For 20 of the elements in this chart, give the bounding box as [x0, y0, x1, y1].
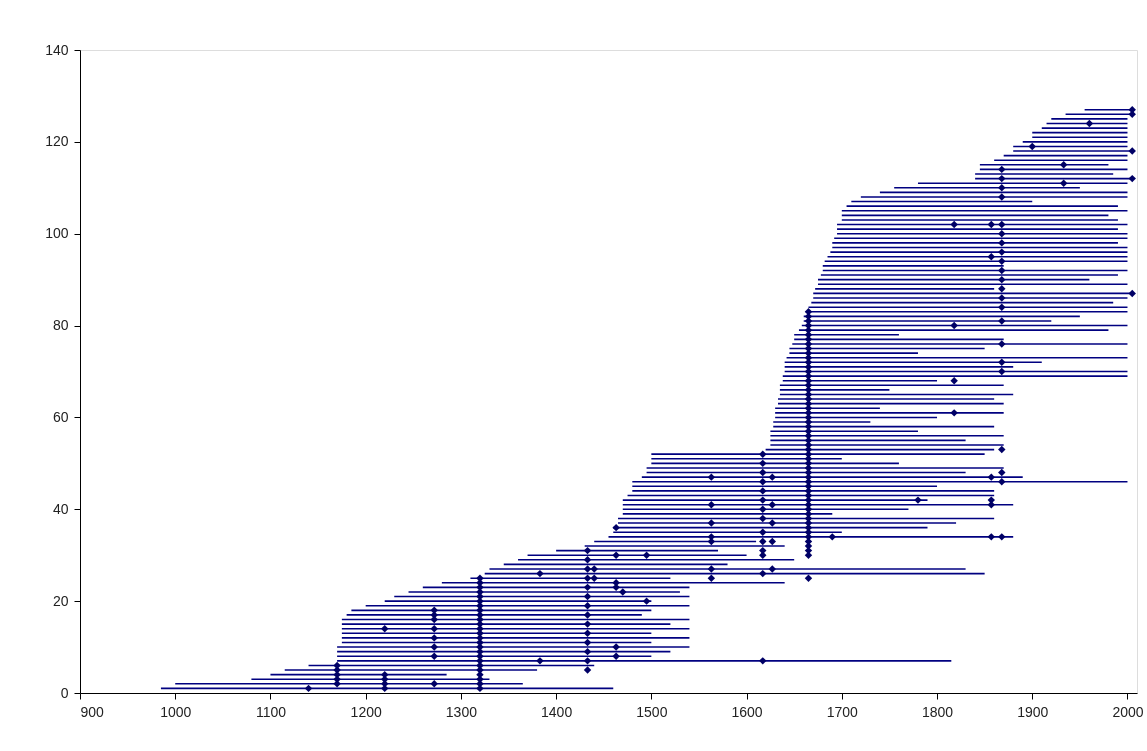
y-tick-label: 20: [52, 592, 69, 609]
y-tick-label: 60: [52, 408, 69, 425]
x-tick-label: 1000: [160, 703, 192, 720]
y-tick-label: 0: [60, 684, 69, 701]
x-tick-label: 1300: [445, 703, 478, 720]
x-tick-label: 1100: [255, 703, 287, 720]
y-tick-label: 120: [45, 133, 69, 150]
x-tick-label: 1400: [541, 703, 573, 720]
x-tick-label: 1200: [350, 703, 382, 720]
y-tick-label: 100: [45, 225, 69, 242]
x-tick-label: 900: [80, 703, 105, 720]
y-tick-label: 140: [45, 41, 69, 58]
x-tick-label: 1500: [636, 703, 668, 720]
y-tick-label: 80: [52, 317, 69, 334]
x-tick-label: 1600: [731, 703, 763, 720]
x-tick-label: 2000: [1112, 703, 1144, 720]
x-tick-label: 1800: [921, 703, 954, 720]
x-tick-label: 1700: [826, 703, 859, 720]
x-tick-label: 1900: [1017, 703, 1049, 720]
y-tick-label: 40: [52, 500, 69, 517]
